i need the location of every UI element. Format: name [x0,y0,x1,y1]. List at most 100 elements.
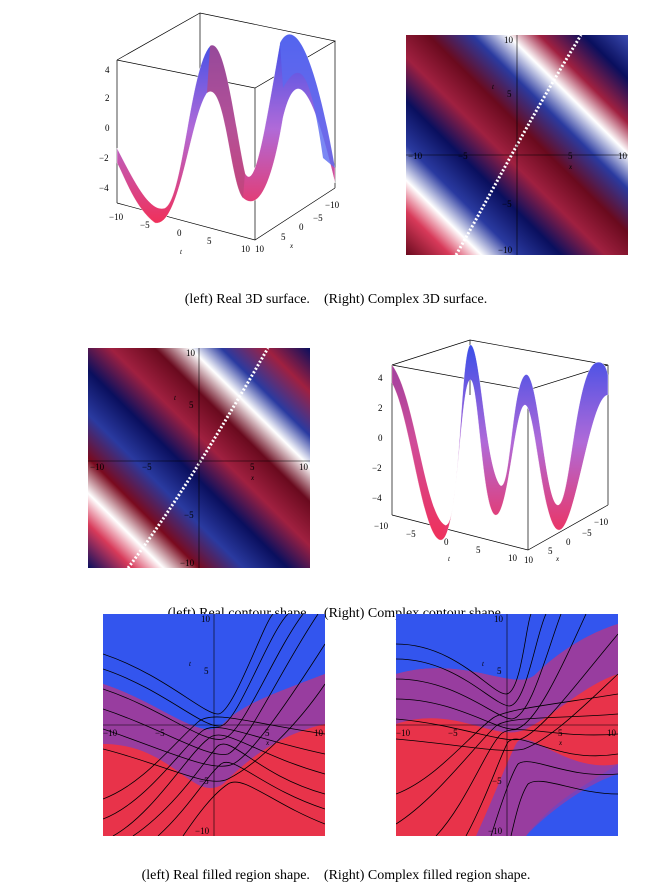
y-tick-label: 10 [494,614,504,624]
x-axis-ticks: −10 −5 0 5 10 x [255,200,340,254]
t-axis-ticks: −10 −5 0 5 10 t [374,521,518,563]
y-tick-label: 10 [504,35,514,45]
x-tick-label: 10 [524,555,534,565]
x-tick-label: −5 [448,728,458,738]
vertical-axis-ticks: 4 2 0 −2 −4 [99,65,110,193]
x-tick-label: 5 [548,546,553,556]
vertical-tick-label: −2 [99,153,109,163]
x-tick-label: 5 [250,462,255,472]
y-tick-label: −10 [488,826,503,836]
x-axis-label: x [289,242,294,250]
caption-row1: (left) Real 3D surface. (Right) Complex … [0,276,665,308]
x-tick-label: 10 [618,151,628,161]
x-tick-label: 5 [281,232,286,242]
x-tick-label: 5 [265,728,270,738]
x-tick-label: −10 [396,728,411,738]
real-contour-plot: −10 −5 5 10 x 10 5 −5 −10 t [88,348,310,568]
x-tick-label: −5 [582,528,592,538]
y-axis-label: t [492,83,495,91]
x-tick-label: 10 [299,462,309,472]
y-tick-label: −5 [492,776,502,786]
t-tick-label: −5 [140,220,150,230]
x-tick-label: −10 [90,462,105,472]
x-tick-label: 10 [607,728,617,738]
x-axis-label: x [265,739,270,747]
y-tick-label: −5 [502,199,512,209]
caption-row1-left: (left) Real 3D surface. [184,292,310,307]
x-axis-label: x [555,555,560,563]
x-axis-ticks: −10 −5 5 10 x [103,728,324,747]
y-axis-ticks: 10 5 −5 −10 t [174,348,196,568]
complex-3d-surface-figure: 4 2 0 −2 −4 −10 −5 0 5 10 t −10 −5 0 5 1… [360,335,615,575]
t-tick-label: 5 [207,236,212,246]
y-tick-label: 5 [189,400,194,410]
x-tick-label: 0 [299,222,304,232]
vertical-tick-label: 2 [105,93,110,103]
caption-row3-right: (Right) Complex filled region shape. [323,868,531,883]
x-tick-label: −10 [594,517,609,527]
y-tick-label: −5 [184,510,194,520]
x-tick-label: 10 [314,728,324,738]
x-tick-label: −5 [155,728,165,738]
x-axis-ticks: −10 −5 5 10 x [396,728,617,747]
real-filled-region-plot: −10 −5 5 10 x 10 5 −5 −10 t [103,614,325,836]
caption-row3: (left) Real filled region shape. (Right)… [0,852,665,884]
y-tick-label: 5 [507,89,512,99]
x-axis-ticks: −10 −5 5 10 x [90,462,309,482]
y-axis-label: t [189,660,192,668]
y-axis-label: t [482,660,485,668]
complex-filled-region-figure: −10 −5 5 10 x 10 5 −5 −10 t [396,614,618,836]
real-3d-surface-figure: 4 2 0 −2 −4 −10 −5 0 5 10 t −10 −5 0 5 1… [95,8,350,260]
t-axis-ticks: −10 −5 0 5 10 t [109,212,251,256]
y-tick-label: 5 [204,666,209,676]
vertical-tick-label: 2 [378,403,383,413]
vertical-tick-label: −4 [372,493,382,503]
y-tick-label: −10 [180,558,195,568]
x-axis-ticks: −10 −5 5 10 x [408,151,628,171]
complex-3d-surface-plot: 4 2 0 −2 −4 −10 −5 0 5 10 t −10 −5 0 5 1… [372,339,609,565]
x-tick-label: −10 [325,200,340,210]
y-tick-label: 10 [201,614,211,624]
vertical-tick-label: 4 [378,373,383,383]
complex-filled-region-plot: −10 −5 5 10 x 10 5 −5 −10 t [396,614,618,836]
t-tick-label: −10 [109,212,124,222]
y-axis-ticks: 10 5 −5 −10 t [482,614,504,836]
x-tick-label: −10 [408,151,423,161]
vertical-tick-label: 0 [378,433,383,443]
y-axis-label: t [174,394,177,402]
t-tick-label: 0 [177,228,182,238]
x-axis-label: x [250,474,255,482]
vertical-tick-label: 0 [105,123,110,133]
x-axis-ticks: −10 −5 0 5 10 x [524,517,609,565]
t-axis-label: t [448,555,451,563]
real-contour-figure: −10 −5 5 10 x 10 5 −5 −10 t [88,348,310,568]
t-tick-label: −10 [374,521,389,531]
t-tick-label: 10 [241,244,251,254]
real-filled-region-figure: −10 −5 5 10 x 10 5 −5 −10 t [103,614,325,836]
complex-contour-plot: −10 −5 5 10 x 10 5 −5 −10 t [406,35,628,255]
vertical-tick-label: 4 [105,65,110,75]
caption-row1-right: (Right) Complex 3D surface. [323,292,488,307]
x-tick-label: 5 [558,728,563,738]
x-tick-label: 10 [255,244,265,254]
x-tick-label: 5 [568,151,573,161]
x-axis-label: x [568,163,573,171]
y-tick-label: 5 [497,666,502,676]
vertical-tick-label: −2 [372,463,382,473]
t-tick-label: 5 [476,545,481,555]
x-tick-label: −5 [313,213,323,223]
t-axis-label: t [180,248,183,256]
vertical-tick-label: −4 [99,183,109,193]
y-axis-ticks: 10 5 −5 −10 t [189,614,211,836]
caption-row3-left: (left) Real filled region shape. [141,868,310,883]
x-tick-label: −10 [103,728,118,738]
x-tick-label: −5 [142,462,152,472]
y-tick-label: −5 [199,776,209,786]
x-tick-label: −5 [458,151,468,161]
t-tick-label: −5 [406,529,416,539]
real-3d-surface-plot: 4 2 0 −2 −4 −10 −5 0 5 10 t −10 −5 0 5 1… [99,12,340,256]
complex-contour-figure-row1: −10 −5 5 10 x 10 5 −5 −10 t [406,35,628,255]
y-tick-label: −10 [498,245,513,255]
y-axis-ticks: 10 5 −5 −10 t [492,35,514,255]
x-axis-label: x [558,739,563,747]
